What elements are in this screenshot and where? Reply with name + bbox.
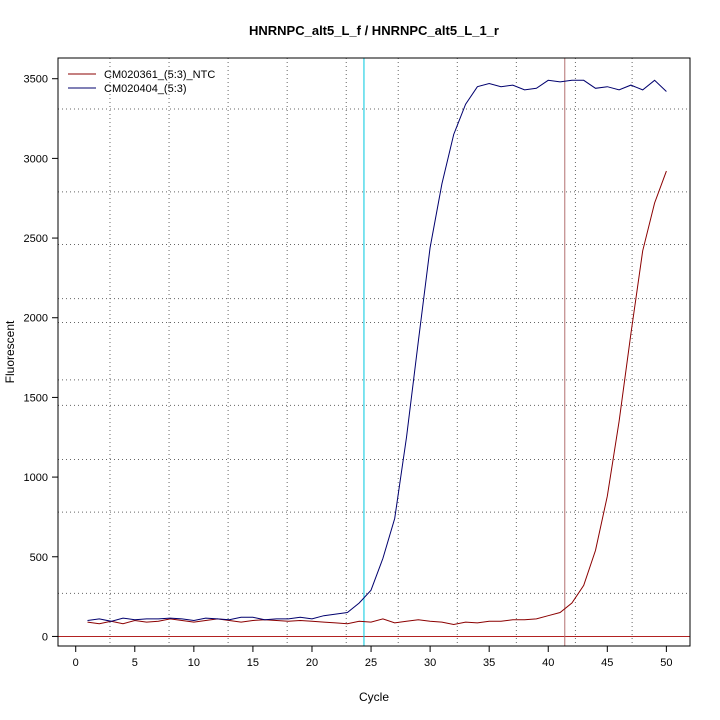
x-tick-label: 15 <box>247 657 259 669</box>
x-tick-label: 35 <box>483 657 495 669</box>
x-tick-label: 40 <box>542 657 554 669</box>
y-tick-label: 1000 <box>24 472 48 484</box>
y-tick-label: 2000 <box>24 313 48 325</box>
y-tick-label: 0 <box>42 631 48 643</box>
x-tick-label: 25 <box>365 657 377 669</box>
x-tick-label: 50 <box>660 657 672 669</box>
plot-frame <box>57 57 691 647</box>
legend: CM020361_(5:3)_NTC CM020404_(5:3) <box>68 69 215 95</box>
y-tick-label: 2500 <box>24 233 48 245</box>
legend-label: CM020404_(5:3) <box>104 83 187 95</box>
x-tick-label: 5 <box>132 657 138 669</box>
y-tick-label: 500 <box>30 552 48 564</box>
x-tick-label: 10 <box>188 657 200 669</box>
y-axis-label: Fluorescent <box>3 320 17 383</box>
x-tick-label: 45 <box>601 657 613 669</box>
y-tick-label: 3000 <box>24 153 48 165</box>
series-line <box>87 79 667 622</box>
x-tick-label: 0 <box>73 657 79 669</box>
series-line <box>87 170 667 626</box>
chart-title: HNRNPC_alt5_L_f / HNRNPC_alt5_L_1_r <box>249 23 499 38</box>
y-tick-label: 1500 <box>24 392 48 404</box>
plot-area <box>58 58 690 646</box>
x-axis-label: Cycle <box>359 690 389 704</box>
y-tick-label: 3500 <box>24 74 48 86</box>
x-tick-label: 20 <box>306 657 318 669</box>
x-tick-label: 30 <box>424 657 436 669</box>
legend-label: CM020361_(5:3)_NTC <box>104 69 215 81</box>
